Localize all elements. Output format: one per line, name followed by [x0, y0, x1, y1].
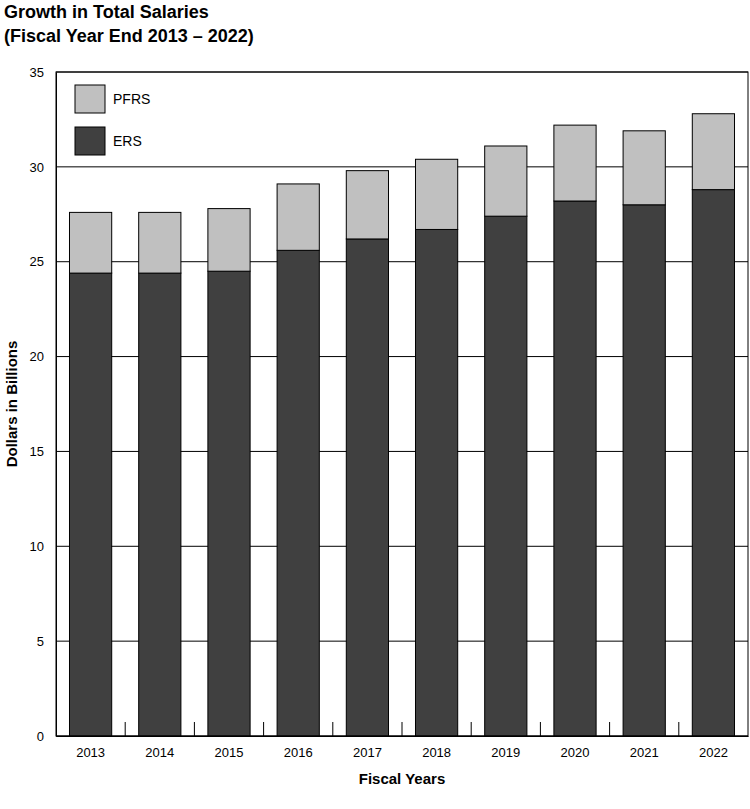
- grid: [56, 72, 748, 736]
- category-separator: [332, 722, 333, 736]
- title: Growth in Total Salaries: [4, 2, 209, 22]
- x-tick-label: 2013: [76, 745, 105, 760]
- x-axis-title: Fiscal Years: [359, 770, 445, 787]
- y-tick-label: 35: [30, 65, 44, 80]
- x-tick: 2022: [699, 736, 728, 760]
- y-tick: 0: [37, 729, 56, 744]
- legend-label: PFRS: [113, 91, 150, 107]
- bar-segment: [277, 250, 319, 736]
- y-axis-line: [56, 73, 57, 737]
- bar-segment: [415, 229, 457, 736]
- x-axis: 2013 2014 2015 2016 2017 2018 2019 2020 2021 2022: [57, 736, 749, 760]
- bar-segment: [69, 273, 111, 736]
- x-tick-label: 2015: [215, 745, 244, 760]
- bar-segment: [346, 171, 388, 239]
- y-tick-label: 30: [30, 160, 44, 175]
- category-separator: [540, 722, 541, 736]
- y-tick-label: 15: [30, 444, 44, 459]
- x-tick-label: 2019: [491, 745, 520, 760]
- bar-segment: [623, 205, 665, 736]
- bar-segment: [69, 212, 111, 273]
- x-tick-label: 2020: [561, 745, 590, 760]
- bar-segment: [415, 159, 457, 229]
- y-axis-title: Dollars in Billions: [3, 341, 20, 468]
- y-tick-label: 20: [30, 349, 44, 364]
- y-tick: 10: [30, 539, 56, 554]
- category-separator: [471, 722, 472, 736]
- y-tick-label: 25: [30, 254, 44, 269]
- y-tick-label: 0: [37, 729, 44, 744]
- legend-swatch: [75, 85, 105, 113]
- bar-segment: [692, 190, 734, 736]
- x-tick: 2016: [284, 736, 313, 760]
- category-separator: [194, 722, 195, 736]
- y-tick: 25: [30, 254, 56, 269]
- bar-segment: [277, 184, 319, 250]
- x-tick: 2019: [491, 736, 520, 760]
- x-axis-line: [57, 736, 749, 737]
- x-tick: 2018: [422, 736, 451, 760]
- y-tick: 35: [30, 65, 56, 80]
- bar-segment: [623, 131, 665, 205]
- y-axis: 0 5 10 15 20 25 30 35: [30, 65, 57, 744]
- x-tick: 2020: [561, 736, 590, 760]
- bar-segment: [139, 273, 181, 736]
- bars: [69, 114, 734, 736]
- x-tick: 2017: [353, 736, 382, 760]
- category-separator: [609, 722, 610, 736]
- bar-segment: [554, 125, 596, 201]
- category-separator: [125, 722, 126, 736]
- y-tick-label: 10: [30, 539, 44, 554]
- y-tick-label: 5: [37, 634, 44, 649]
- bar-segment: [208, 271, 250, 736]
- x-tick-label: 2017: [353, 745, 382, 760]
- x-tick-label: 2018: [422, 745, 451, 760]
- bar-segment: [139, 212, 181, 273]
- bar-segment: [692, 114, 734, 190]
- bar-segment: [485, 146, 527, 216]
- bar-segment: [346, 239, 388, 736]
- x-tick-label: 2022: [699, 745, 728, 760]
- category-separator: [678, 722, 679, 736]
- legend: PFRS ERS: [75, 85, 150, 155]
- x-tick: 2021: [630, 736, 659, 760]
- category-separators: [125, 722, 679, 736]
- chart: Growth in Total Salaries (Fiscal Year End…: [0, 0, 750, 809]
- y-tick: 30: [30, 160, 56, 175]
- x-tick: 2015: [215, 736, 244, 760]
- bar-segment: [208, 209, 250, 272]
- y-tick: 5: [37, 634, 56, 649]
- category-separator: [263, 722, 264, 736]
- x-tick-label: 2014: [145, 745, 174, 760]
- x-tick-label: 2021: [630, 745, 659, 760]
- category-separator: [402, 722, 403, 736]
- x-tick-label: 2016: [284, 745, 313, 760]
- plot-frame: [56, 72, 748, 736]
- legend-label: ERS: [113, 133, 142, 149]
- x-tick: 2014: [145, 736, 174, 760]
- x-tick: 2013: [76, 736, 105, 760]
- legend-swatch: [75, 127, 105, 155]
- bar-segment: [485, 216, 527, 736]
- bar-segment: [554, 201, 596, 736]
- y-tick: 15: [30, 444, 56, 459]
- y-tick: 20: [30, 349, 56, 364]
- subtitle: (Fiscal Year End 2013 – 2022): [4, 26, 254, 46]
